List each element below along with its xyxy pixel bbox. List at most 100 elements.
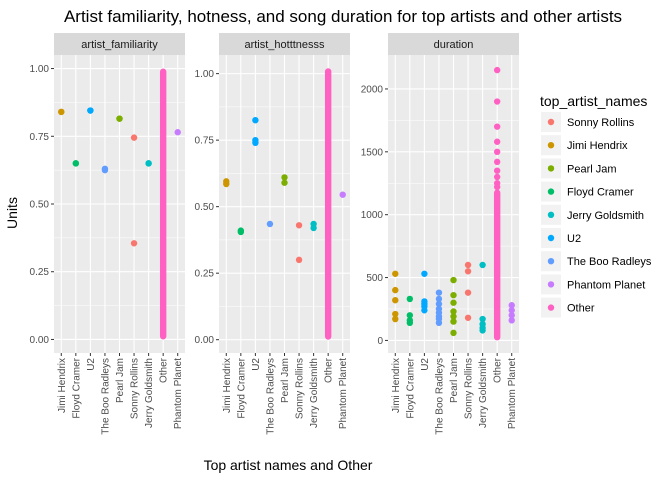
- data-point-pearl-jam: [450, 308, 457, 315]
- y-tick-label: 2000: [361, 84, 384, 95]
- facet-strip-label: duration: [434, 39, 474, 51]
- facet-strip: [54, 33, 185, 55]
- data-point-floyd-cramer: [406, 295, 414, 303]
- data-point-floyd-cramer: [72, 160, 80, 167]
- data-point-sonny-rollins: [130, 134, 138, 141]
- y-tick-label: 0.25: [195, 269, 215, 280]
- data-point-jimi-hendrix: [58, 108, 65, 116]
- data-point-jerry-goldsmith: [145, 160, 152, 167]
- data-point-floyd-cramer: [406, 319, 414, 327]
- y-tick-label: 0.50: [30, 200, 50, 211]
- x-tick-label: Jimi Hendrix: [57, 358, 68, 413]
- y-tick-label: 1000: [361, 210, 384, 221]
- facet-strip-label: artist_hotttnesss: [244, 39, 325, 51]
- x-tick-label: The Boo Radleys: [265, 358, 276, 435]
- facet-artist_familiarity: artist_familiarity 0.00 0.25 0.50 0.75 1.00 Ji…: [30, 33, 185, 435]
- data-point-u2: [421, 307, 428, 314]
- data-point-sonny-rollins: [295, 256, 303, 264]
- facet-strip-label: artist_familiarity: [81, 39, 158, 51]
- legend-label: Jimi Hendrix: [567, 140, 628, 152]
- data-point-floyd-cramer: [406, 312, 414, 319]
- data-point-other: [493, 173, 501, 181]
- data-point-jerry-goldsmith: [479, 327, 486, 334]
- y-tick-label: 0.75: [30, 132, 50, 143]
- data-point-u2: [252, 116, 259, 124]
- data-point-the-boo-radleys: [435, 295, 443, 303]
- data-point-pearl-jam: [281, 179, 288, 186]
- legend-marker: [547, 258, 555, 265]
- data-point-phantom-planet: [339, 191, 346, 198]
- data-point-sonny-rollins: [464, 289, 472, 296]
- data-point-floyd-cramer: [237, 228, 245, 236]
- x-tick-label: Sonny Rollins: [295, 358, 306, 419]
- data-point-pearl-jam: [450, 291, 457, 299]
- legend: top_artist_names Sonny Rollins Jimi Hendr…: [540, 93, 652, 318]
- data-point-pearl-jam: [116, 115, 123, 122]
- x-tick-label: U2: [86, 358, 97, 371]
- legend-label: Floyd Cramer: [567, 187, 634, 199]
- x-tick-label: The Boo Radleys: [434, 358, 445, 435]
- legend-marker: [547, 234, 555, 242]
- x-axis-title: Top artist names and Other: [204, 457, 373, 473]
- legend-marker: [547, 118, 555, 126]
- legend-marker: [547, 304, 555, 311]
- data-point-jimi-hendrix: [223, 178, 230, 185]
- data-point-phantom-planet: [508, 317, 515, 324]
- legend-label: Phantom Planet: [567, 279, 645, 291]
- x-tick-label: U2: [420, 358, 431, 371]
- x-tick-label: Floyd Cramer: [405, 357, 416, 418]
- legend-marker: [547, 188, 555, 195]
- y-tick-label: 0: [377, 336, 383, 347]
- data-point-pearl-jam: [281, 174, 288, 181]
- x-tick-label: Floyd Cramer: [236, 357, 247, 418]
- facet-strip: [219, 33, 350, 55]
- x-tick-label: U2: [251, 358, 262, 371]
- x-tick-label: Other: [493, 357, 504, 383]
- x-tick-label: Sonny Rollins: [130, 358, 141, 419]
- other-points-band: [324, 68, 332, 340]
- facet-artist_hotttnesss: artist_hotttnesss 0.00 0.25 0.50 0.75 1.00 Jim…: [195, 33, 350, 435]
- data-point-u2: [252, 139, 259, 147]
- facet-strip: [388, 33, 519, 55]
- data-point-pearl-jam: [450, 329, 457, 337]
- data-point-sonny-rollins: [464, 268, 472, 275]
- data-point-phantom-planet: [508, 307, 515, 314]
- x-tick-label: Jerry Goldsmith: [144, 358, 155, 428]
- legend-marker: [547, 142, 555, 149]
- data-point-other: [493, 66, 501, 74]
- y-tick-label: 1.00: [30, 64, 50, 75]
- data-point-the-boo-radleys: [435, 300, 443, 308]
- data-point-pearl-jam: [450, 318, 457, 325]
- data-point-sonny-rollins: [295, 222, 303, 229]
- legend-marker: [547, 165, 555, 172]
- y-tick-label: 0.25: [30, 267, 50, 278]
- y-tick-label: 0.75: [195, 136, 215, 147]
- y-tick-label: 0.00: [195, 335, 215, 346]
- facet-duration: duration 0 500 1000 1500 2000 Jimi Hendrix Floy…: [361, 33, 519, 435]
- data-point-other: [493, 167, 501, 174]
- legend-label: Jerry Goldsmith: [567, 210, 644, 222]
- data-point-other: [493, 148, 501, 156]
- data-point-the-boo-radleys: [435, 289, 443, 296]
- other-points-band: [159, 68, 167, 340]
- data-point-sonny-rollins: [464, 314, 472, 321]
- y-tick-label: 1500: [361, 147, 384, 158]
- x-tick-label: Jimi Hendrix: [391, 358, 402, 413]
- facets: artist_familiarity 0.00 0.25 0.50 0.75 1.00 Ji…: [30, 33, 519, 435]
- x-tick-label: Pearl Jam: [449, 358, 460, 403]
- x-tick-label: Phantom Planet: [173, 358, 184, 429]
- x-tick-label: Jerry Goldsmith: [309, 358, 320, 428]
- data-point-jerry-goldsmith: [310, 224, 317, 232]
- x-tick-label: Phantom Planet: [338, 358, 349, 429]
- x-tick-label: Sonny Rollins: [464, 358, 475, 419]
- other-points-band: [493, 189, 501, 341]
- data-point-sonny-rollins: [130, 240, 138, 247]
- x-tick-label: Phantom Planet: [507, 358, 518, 429]
- data-point-other: [493, 138, 501, 145]
- legend-marker: [547, 211, 555, 218]
- data-point-other: [493, 183, 501, 191]
- data-point-the-boo-radleys: [266, 220, 274, 228]
- data-point-u2: [421, 270, 428, 277]
- legend-label: Other: [567, 303, 595, 315]
